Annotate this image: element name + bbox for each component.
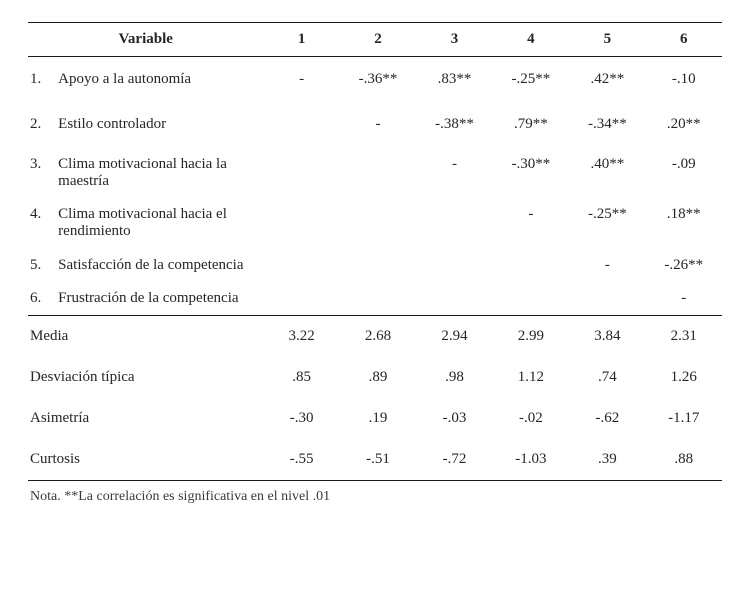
cell: -.10 xyxy=(646,57,722,103)
var-name: Clima motivacional hacia el rendimiento xyxy=(58,198,263,249)
cell: .85 xyxy=(263,357,339,398)
cell xyxy=(340,282,416,316)
table-row: 4. Clima motivacional hacia el rendimien… xyxy=(28,198,722,249)
cell: -.38** xyxy=(416,102,492,147)
var-name: Estilo controlador xyxy=(58,102,263,147)
cell: .79** xyxy=(493,102,569,147)
header-col-2: 2 xyxy=(340,23,416,57)
cell: -.36** xyxy=(340,57,416,103)
table-row: 3. Clima motivacional hacia la maestría … xyxy=(28,148,722,199)
cell: 2.94 xyxy=(416,316,492,357)
cell xyxy=(340,249,416,282)
table-row: Asimetría -.30 .19 -.03 -.02 -.62 -1.17 xyxy=(28,398,722,439)
cell: -.62 xyxy=(569,398,645,439)
var-name: Frustración de la competencia xyxy=(58,282,263,316)
cell: - xyxy=(416,148,492,199)
var-index: 2. xyxy=(28,102,58,147)
cell xyxy=(340,198,416,249)
cell: .39 xyxy=(569,439,645,481)
cell: - xyxy=(263,57,339,103)
header-col-4: 4 xyxy=(493,23,569,57)
cell xyxy=(493,249,569,282)
cell: 2.31 xyxy=(646,316,722,357)
cell xyxy=(416,198,492,249)
cell: -.09 xyxy=(646,148,722,199)
table-row: Media 3.22 2.68 2.94 2.99 3.84 2.31 xyxy=(28,316,722,357)
correlation-table: Variable 1 2 3 4 5 6 1. Apoyo a la auton… xyxy=(28,22,722,481)
cell: 2.68 xyxy=(340,316,416,357)
header-col-1: 1 xyxy=(263,23,339,57)
cell: 1.12 xyxy=(493,357,569,398)
cell: .20** xyxy=(646,102,722,147)
cell: - xyxy=(646,282,722,316)
cell: -.51 xyxy=(340,439,416,481)
var-index: 5. xyxy=(28,249,58,282)
table-note: Nota. **La correlación es significativa … xyxy=(28,481,722,505)
var-name: Clima motivacional hacia la maestría xyxy=(58,148,263,199)
cell xyxy=(263,198,339,249)
cell: 3.84 xyxy=(569,316,645,357)
cell: -.25** xyxy=(569,198,645,249)
page: Variable 1 2 3 4 5 6 1. Apoyo a la auton… xyxy=(0,0,750,611)
table-header-row: Variable 1 2 3 4 5 6 xyxy=(28,23,722,57)
stat-label: Desviación típica xyxy=(28,357,263,398)
cell: -1.17 xyxy=(646,398,722,439)
table-row: 2. Estilo controlador - -.38** .79** -.3… xyxy=(28,102,722,147)
cell: - xyxy=(340,102,416,147)
table-row: Curtosis -.55 -.51 -.72 -1.03 .39 .88 xyxy=(28,439,722,481)
stat-label: Curtosis xyxy=(28,439,263,481)
cell xyxy=(416,249,492,282)
cell: -.30 xyxy=(263,398,339,439)
cell: .42** xyxy=(569,57,645,103)
cell xyxy=(263,282,339,316)
cell xyxy=(569,282,645,316)
cell: .88 xyxy=(646,439,722,481)
cell xyxy=(340,148,416,199)
cell: .98 xyxy=(416,357,492,398)
cell: .18** xyxy=(646,198,722,249)
cell xyxy=(493,282,569,316)
stat-label: Asimetría xyxy=(28,398,263,439)
cell: -.55 xyxy=(263,439,339,481)
header-col-6: 6 xyxy=(646,23,722,57)
table-row: 5. Satisfacción de la competencia - -.26… xyxy=(28,249,722,282)
cell: -.72 xyxy=(416,439,492,481)
cell: -.25** xyxy=(493,57,569,103)
header-col-5: 5 xyxy=(569,23,645,57)
cell: .40** xyxy=(569,148,645,199)
header-col-3: 3 xyxy=(416,23,492,57)
cell: 3.22 xyxy=(263,316,339,357)
header-variable: Variable xyxy=(28,23,263,57)
var-index: 1. xyxy=(28,57,58,103)
var-index: 6. xyxy=(28,282,58,316)
stat-label: Media xyxy=(28,316,263,357)
cell: -.02 xyxy=(493,398,569,439)
cell: .19 xyxy=(340,398,416,439)
cell: -.26** xyxy=(646,249,722,282)
cell: - xyxy=(569,249,645,282)
cell: -.34** xyxy=(569,102,645,147)
var-index: 3. xyxy=(28,148,58,199)
table-row: Desviación típica .85 .89 .98 1.12 .74 1… xyxy=(28,357,722,398)
cell xyxy=(263,249,339,282)
var-name: Apoyo a la autonomía xyxy=(58,57,263,103)
cell: .74 xyxy=(569,357,645,398)
cell xyxy=(416,282,492,316)
cell: -.03 xyxy=(416,398,492,439)
cell: .83** xyxy=(416,57,492,103)
cell xyxy=(263,148,339,199)
cell xyxy=(263,102,339,147)
cell: 1.26 xyxy=(646,357,722,398)
cell: -1.03 xyxy=(493,439,569,481)
cell: 2.99 xyxy=(493,316,569,357)
var-name: Satisfacción de la competencia xyxy=(58,249,263,282)
var-index: 4. xyxy=(28,198,58,249)
cell: -.30** xyxy=(493,148,569,199)
table-row: 1. Apoyo a la autonomía - -.36** .83** -… xyxy=(28,57,722,103)
cell: .89 xyxy=(340,357,416,398)
table-row: 6. Frustración de la competencia - xyxy=(28,282,722,316)
cell: - xyxy=(493,198,569,249)
